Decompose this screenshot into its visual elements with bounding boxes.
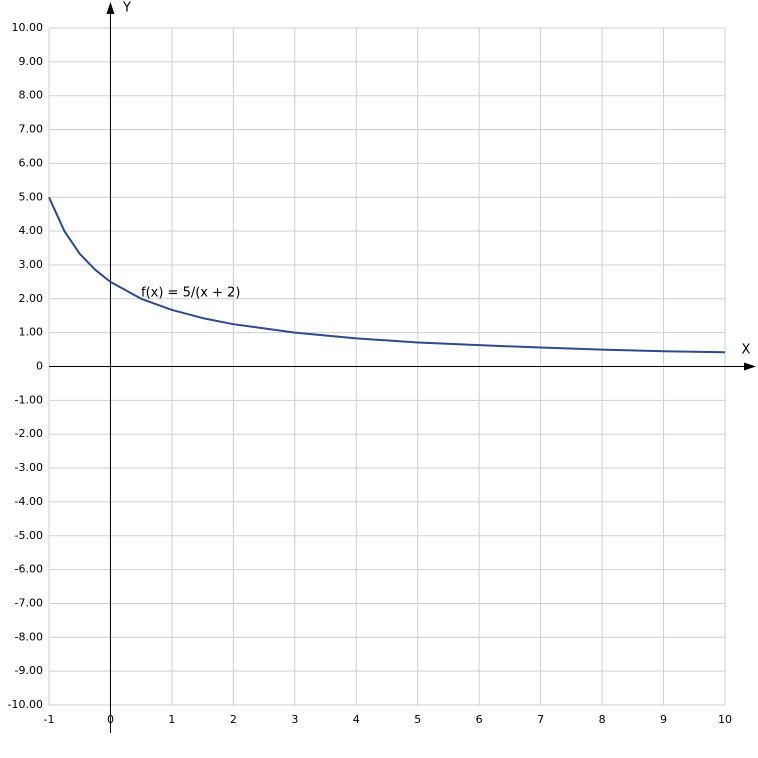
y-tick-label: -5.00 [15, 529, 43, 542]
y-tick-label: 0 [36, 360, 43, 373]
y-tick-label: -8.00 [15, 630, 43, 643]
y-axis-label: Y [122, 1, 131, 16]
y-tick-label: -2.00 [15, 427, 43, 440]
y-tick-label: -6.00 [15, 563, 43, 576]
y-tick-label: 5.00 [19, 190, 44, 203]
y-tick-label: 6.00 [19, 156, 44, 169]
x-tick-label: 6 [476, 713, 483, 726]
y-tick-label: 7.00 [19, 123, 44, 136]
x-tick-label: 4 [353, 713, 360, 726]
y-tick-label: -3.00 [15, 461, 43, 474]
y-tick-label: -7.00 [15, 596, 43, 609]
x-tick-label: 3 [291, 713, 298, 726]
line-series [48, 196, 726, 354]
y-tick-label: 2.00 [19, 292, 44, 305]
y-tick-label: 1.00 [19, 326, 44, 339]
y-tick-label: -1.00 [15, 393, 43, 406]
y-tick-label: -4.00 [15, 495, 43, 508]
x-tick-label: -1 [44, 713, 55, 726]
y-tick-label: -9.00 [15, 664, 43, 677]
x-tick-label: 10 [718, 713, 732, 726]
y-tick-label: 8.00 [19, 89, 44, 102]
x-axis-arrow [744, 362, 756, 371]
x-tick-label: 1 [168, 713, 175, 726]
y-tick-label: 3.00 [19, 258, 44, 271]
x-tick-label: 9 [660, 713, 667, 726]
y-tick-label: 9.00 [19, 55, 44, 68]
y-axis-arrow [106, 2, 115, 14]
series-label: f(x) = 5/(x + 2) [141, 286, 241, 301]
y-tick-label: 10.00 [12, 21, 44, 34]
x-tick-label: 2 [230, 713, 237, 726]
x-tick-label: 8 [599, 713, 606, 726]
x-axis-label: X [742, 343, 751, 358]
y-tick-label: -10.00 [8, 698, 43, 711]
x-tick-label: 7 [537, 713, 544, 726]
x-tick-label: 5 [414, 713, 421, 726]
y-tick-label: 4.00 [19, 224, 44, 237]
